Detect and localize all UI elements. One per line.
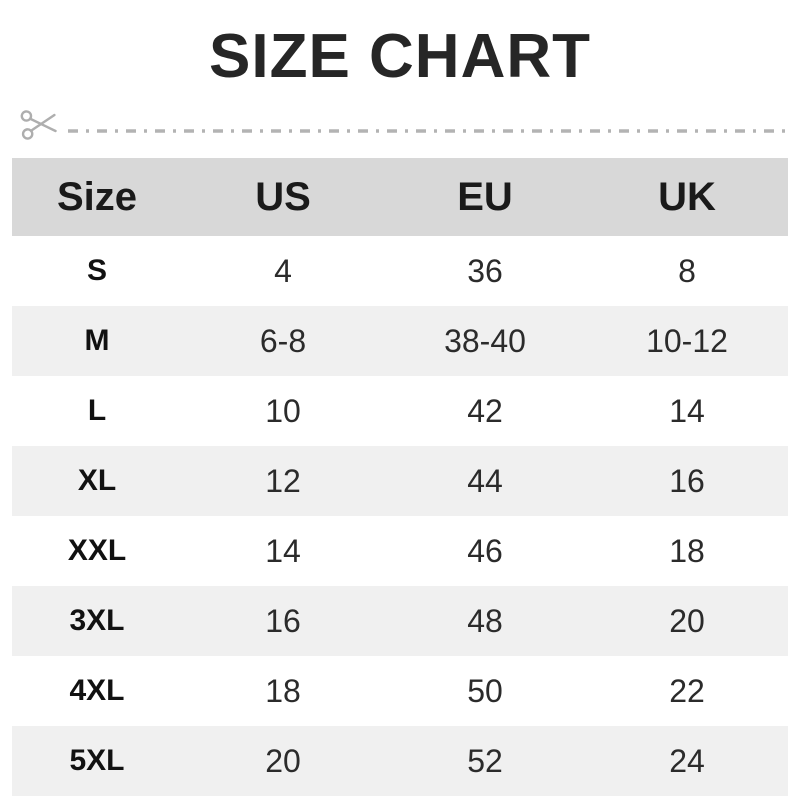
eu-cell: 42: [467, 392, 503, 429]
size-cell: 5XL: [69, 744, 125, 777]
size-table: Size US EU UK S 4 36 8 M 6-8 38-40 10-12…: [12, 158, 788, 796]
size-cell: S: [86, 254, 107, 287]
uk-cell: 14: [669, 392, 705, 429]
scissors-icon: [20, 106, 62, 147]
table-row: XL 12 44 16: [12, 446, 788, 516]
eu-cell: 44: [467, 462, 503, 499]
column-header-size: Size: [56, 174, 138, 219]
table-header-row: Size US EU UK: [12, 158, 788, 236]
us-cell: 20: [265, 742, 301, 779]
table-row: M 6-8 38-40 10-12: [12, 306, 788, 376]
eu-cell: 46: [467, 532, 503, 569]
column-header-us: US: [255, 174, 311, 219]
us-cell: 6-8: [259, 322, 307, 359]
uk-cell: 8: [678, 252, 696, 289]
uk-cell: 22: [669, 672, 705, 709]
table-row: XXL 14 46 18: [12, 516, 788, 586]
us-cell: 10: [265, 392, 301, 429]
column-header-uk: UK: [658, 174, 716, 219]
uk-cell: 20: [669, 602, 705, 639]
eu-cell: 52: [467, 742, 503, 779]
eu-cell: 36: [467, 252, 503, 289]
size-cell: 3XL: [69, 604, 125, 637]
column-header-eu: EU: [457, 174, 513, 219]
table-row: S 4 36 8: [12, 236, 788, 306]
eu-cell: 38-40: [444, 322, 526, 359]
eu-cell: 48: [467, 602, 503, 639]
us-cell: 12: [265, 462, 301, 499]
us-cell: 14: [265, 532, 301, 569]
table-body: S 4 36 8 M 6-8 38-40 10-12 L 10 42 14 XL…: [12, 236, 788, 796]
eu-cell: 50: [467, 672, 503, 709]
size-cell: M: [84, 324, 110, 357]
table-row: 5XL 20 52 24: [12, 726, 788, 796]
us-cell: 18: [265, 672, 301, 709]
uk-cell: 16: [669, 462, 705, 499]
uk-cell: 10-12: [646, 322, 728, 359]
size-cell: 4XL: [69, 674, 125, 707]
uk-cell: 18: [669, 532, 705, 569]
page-title: SIZE CHART: [209, 22, 591, 91]
cut-line: [20, 104, 786, 148]
size-cell: XL: [77, 464, 117, 497]
us-cell: 16: [265, 602, 301, 639]
uk-cell: 24: [669, 742, 705, 779]
size-cell: XXL: [67, 534, 127, 567]
dashed-cut-line: [68, 122, 786, 133]
us-cell: 4: [274, 252, 292, 289]
table-row: 4XL 18 50 22: [12, 656, 788, 726]
table-row: L 10 42 14: [12, 376, 788, 446]
table-row: 3XL 16 48 20: [12, 586, 788, 656]
size-cell: L: [87, 394, 107, 427]
